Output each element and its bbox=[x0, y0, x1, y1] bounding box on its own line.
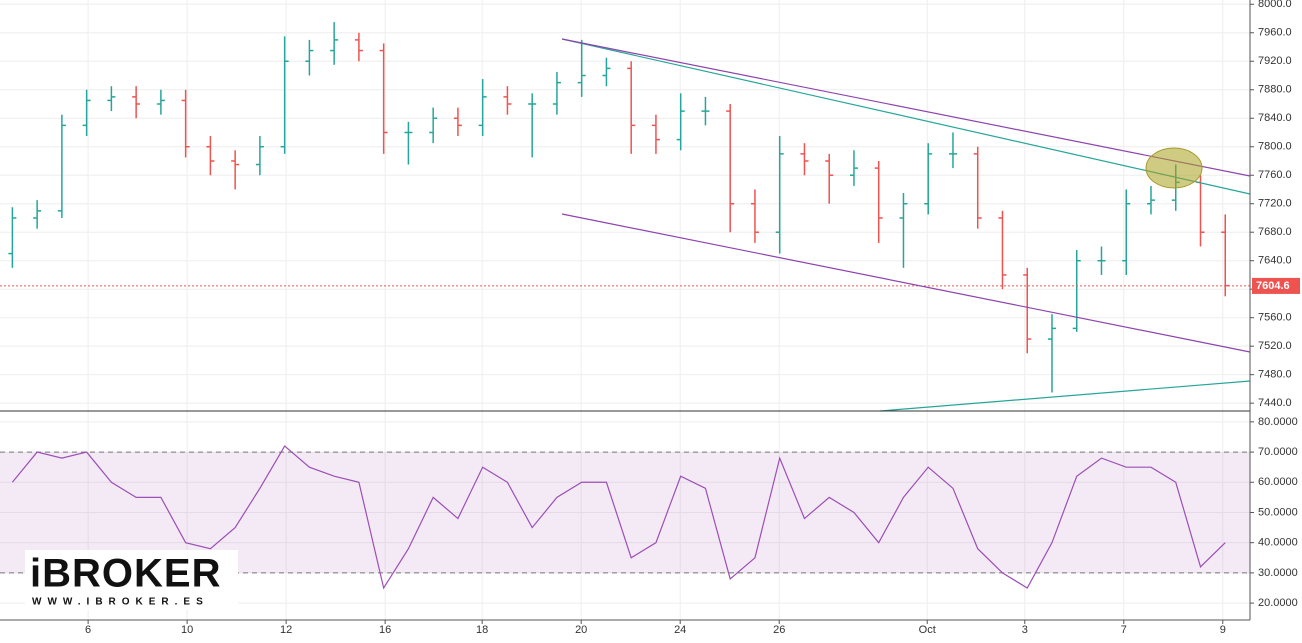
y-tick-label: 80.0000 bbox=[1258, 416, 1298, 428]
x-tick-label: 12 bbox=[280, 624, 292, 636]
y-tick-label: 7520.0 bbox=[1258, 340, 1292, 352]
y-tick-label: 7920.0 bbox=[1258, 55, 1292, 67]
y-tick-label: 7720.0 bbox=[1258, 198, 1292, 210]
x-tick-label: 26 bbox=[773, 624, 785, 636]
y-tick-label: 40.0000 bbox=[1258, 537, 1298, 549]
x-tick-label: 24 bbox=[674, 624, 686, 636]
y-tick-label: 7560.0 bbox=[1258, 312, 1292, 324]
rsi-line bbox=[11, 445, 1226, 590]
y-tick-label: 7680.0 bbox=[1258, 226, 1292, 238]
x-tick-label: 9 bbox=[1220, 624, 1226, 636]
y-tick-label: 70.0000 bbox=[1258, 446, 1298, 458]
y-tick-label: 7800.0 bbox=[1258, 141, 1292, 153]
logo: iBROKER WWW.IBROKER.ES bbox=[25, 550, 238, 610]
y-tick-label: 20.0000 bbox=[1258, 597, 1298, 609]
last-price-box bbox=[1252, 277, 1300, 294]
logo-url: WWW.IBROKER.ES bbox=[32, 597, 209, 608]
trendline bbox=[561, 38, 1251, 177]
y-tick-label: 30.0000 bbox=[1258, 567, 1298, 579]
y-tick-label: 7480.0 bbox=[1258, 369, 1292, 381]
y-tick-label: 7840.0 bbox=[1258, 112, 1292, 124]
trendline bbox=[879, 380, 1251, 412]
y-tick-label: 50.0000 bbox=[1258, 506, 1298, 518]
grid-layer bbox=[0, 0, 1250, 620]
y-tick-label: 7960.0 bbox=[1258, 27, 1292, 39]
y-tick-label: 7640.0 bbox=[1258, 255, 1292, 267]
y-tick-label: 7880.0 bbox=[1258, 84, 1292, 96]
highlight-ellipse bbox=[1145, 147, 1203, 189]
x-tick-label: Oct bbox=[919, 624, 936, 636]
x-tick-label: 6 bbox=[85, 624, 91, 636]
y-tick-label: 7440.0 bbox=[1258, 397, 1292, 409]
y-tick-label: 8000.0 bbox=[1258, 0, 1292, 10]
trendline bbox=[561, 38, 1251, 195]
logo-box bbox=[25, 550, 238, 610]
y-tick-label: 60.0000 bbox=[1258, 476, 1298, 488]
x-tick-label: 16 bbox=[379, 624, 391, 636]
last-price-label: 7604.6 bbox=[1256, 280, 1290, 292]
x-tick-label: 3 bbox=[1022, 624, 1028, 636]
drawings bbox=[561, 38, 1251, 412]
mark-layer bbox=[0, 22, 1250, 590]
x-tick-label: 20 bbox=[575, 624, 587, 636]
y-tick-label: 7760.0 bbox=[1258, 169, 1292, 181]
logo-brand: iBROKER bbox=[30, 552, 221, 596]
x-tick-label: 10 bbox=[181, 624, 193, 636]
x-tick-label: 18 bbox=[476, 624, 488, 636]
x-tick-label: 7 bbox=[1121, 624, 1127, 636]
trendline bbox=[561, 213, 1251, 353]
